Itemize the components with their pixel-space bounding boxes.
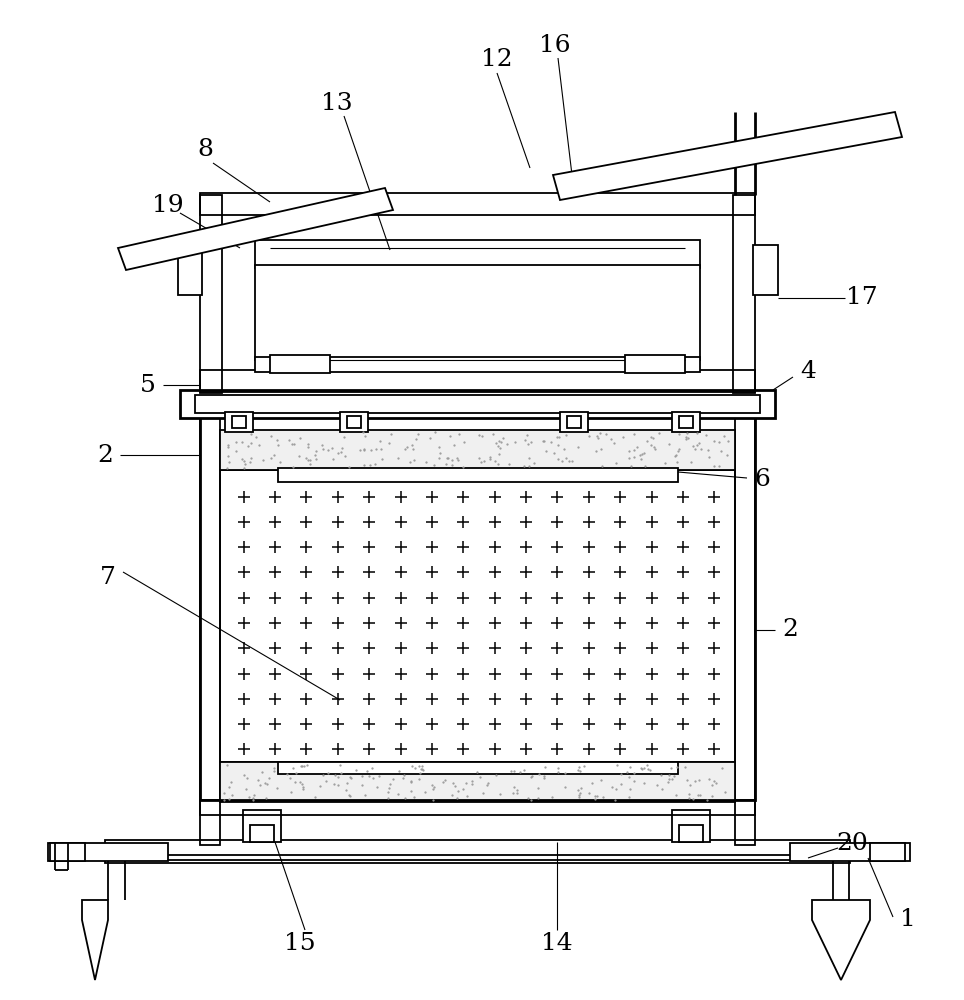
Text: 15: 15 [284,932,316,954]
Bar [195,395,760,413]
Polygon shape [812,900,870,980]
Polygon shape [118,188,393,270]
Text: 4: 4 [800,360,816,383]
Bar [220,430,735,470]
Text: 13: 13 [321,92,353,114]
Polygon shape [553,112,902,200]
Bar [735,415,755,845]
Text: 17: 17 [846,286,878,310]
Bar [560,412,588,432]
Text: 1: 1 [900,908,916,932]
Bar [672,412,700,432]
Text: 6: 6 [754,468,770,491]
Bar [180,390,775,418]
Bar [679,825,703,842]
Text: 14: 14 [541,932,573,954]
Bar [178,245,202,295]
Text: 2: 2 [97,444,113,466]
Text: 16: 16 [539,33,571,56]
Bar [733,195,755,393]
Bar [48,843,168,861]
Bar [250,825,274,842]
Text: 7: 7 [100,566,116,589]
Bar [625,355,685,373]
Bar [105,840,850,860]
Bar [232,416,246,428]
Text: 12: 12 [481,48,513,72]
Bar [200,415,755,800]
Polygon shape [82,900,108,980]
Bar [278,468,678,482]
Bar [200,800,755,815]
Bar [672,810,710,842]
Bar [200,415,220,845]
Bar [255,357,700,372]
Bar [278,762,678,774]
Bar [270,355,330,373]
Bar [220,470,735,762]
Text: 8: 8 [197,138,213,161]
Text: 5: 5 [140,373,156,396]
Text: 19: 19 [152,194,184,217]
Bar [679,416,693,428]
Bar [567,416,581,428]
Bar [870,843,905,861]
Text: 2: 2 [782,618,798,642]
Bar [255,265,700,360]
Bar [347,416,361,428]
Bar [340,412,368,432]
Bar [200,195,222,393]
Bar [105,855,850,863]
Bar [255,240,700,268]
Bar [220,762,735,802]
Bar [753,245,778,295]
Bar [243,810,281,842]
Bar [200,193,755,215]
Bar [200,370,755,392]
Text: 20: 20 [836,832,868,854]
Bar [50,843,85,861]
Bar [790,843,910,861]
Bar [225,412,253,432]
